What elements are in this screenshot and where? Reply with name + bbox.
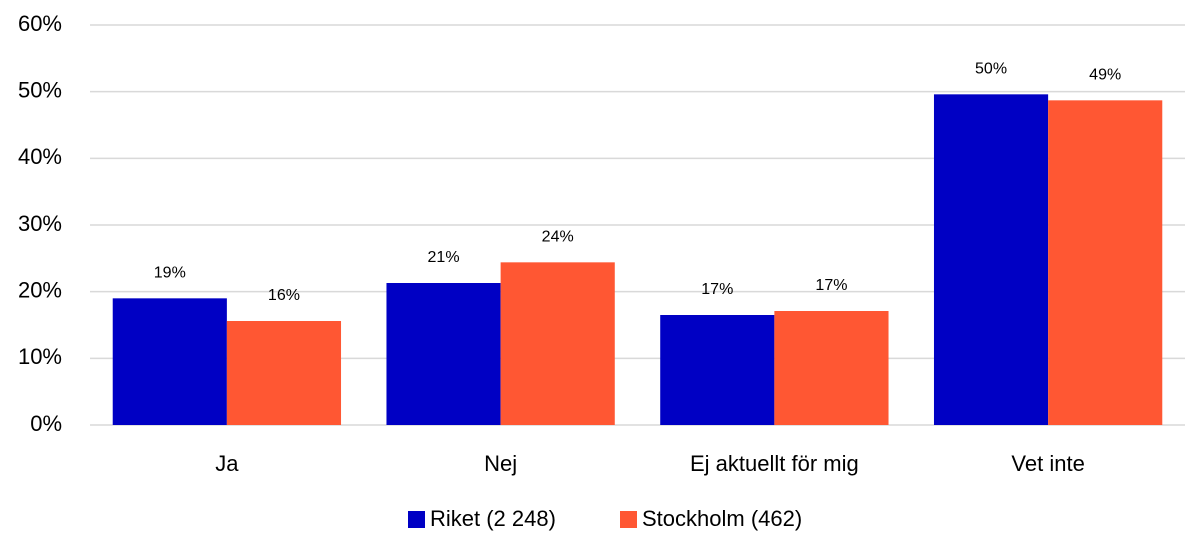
bar	[112, 298, 227, 425]
data-label: 49%	[1089, 67, 1121, 84]
bar	[1048, 100, 1163, 425]
bar	[226, 321, 342, 425]
x-tick-label: Nej	[484, 451, 517, 476]
data-label: 16%	[268, 287, 300, 304]
y-tick-label: 20%	[18, 277, 62, 302]
data-label: 24%	[542, 229, 574, 246]
data-label: 17%	[701, 281, 733, 298]
bar	[660, 315, 775, 425]
data-label: 50%	[975, 61, 1007, 78]
y-tick-label: 0%	[30, 411, 62, 436]
bar	[933, 94, 1049, 425]
y-tick-label: 60%	[18, 11, 62, 36]
bar	[386, 283, 501, 425]
legend-swatch	[408, 511, 425, 528]
x-tick-label: Ja	[215, 451, 239, 476]
legend-swatch	[620, 511, 637, 528]
x-tick-label: Vet inte	[1011, 451, 1084, 476]
bar	[774, 311, 889, 425]
y-tick-label: 40%	[18, 144, 62, 169]
bar	[500, 262, 615, 425]
legend-label: Stockholm (462)	[642, 506, 802, 531]
x-tick-label: Ej aktuellt för mig	[690, 451, 859, 476]
y-tick-label: 30%	[18, 211, 62, 236]
data-label: 17%	[815, 277, 847, 294]
y-tick-label: 50%	[18, 77, 62, 102]
legend-label: Riket (2 248)	[430, 506, 556, 531]
data-label: 19%	[154, 265, 186, 282]
data-label: 21%	[428, 249, 460, 266]
y-tick-label: 10%	[18, 344, 62, 369]
